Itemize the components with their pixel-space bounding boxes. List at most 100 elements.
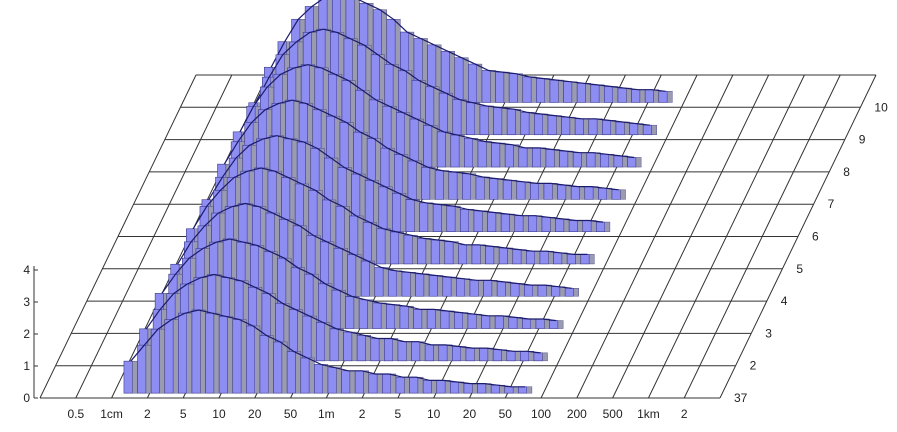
- bar-side: [425, 238, 432, 265]
- bar: [444, 241, 454, 265]
- bar-side: [326, 283, 333, 329]
- bar-side: [447, 92, 453, 135]
- bar-side: [476, 313, 482, 329]
- bar: [512, 249, 522, 265]
- bar: [477, 383, 487, 394]
- bar-side: [414, 199, 420, 232]
- bar-side: [563, 218, 570, 232]
- bar: [510, 283, 520, 297]
- bar: [518, 386, 528, 394]
- bar-side: [466, 244, 473, 265]
- bar-side: [460, 346, 467, 362]
- bar-side: [592, 186, 599, 200]
- bar-side: [408, 305, 414, 329]
- bar: [426, 309, 436, 329]
- grid-line-x: [39, 74, 197, 399]
- bar-side: [503, 71, 510, 103]
- bar-side: [495, 212, 502, 232]
- bar-side: [310, 315, 317, 362]
- bar-side: [435, 309, 441, 329]
- x-tick-label: 2: [681, 407, 688, 421]
- bar-side: [507, 247, 513, 265]
- bar: [468, 63, 478, 103]
- bar: [475, 176, 485, 200]
- bar: [508, 317, 518, 329]
- grid-line-x: [683, 74, 841, 399]
- bar-side: [515, 108, 521, 135]
- grid-line-x: [75, 74, 233, 399]
- grid-line-x: [719, 74, 877, 399]
- bar-side: [460, 99, 467, 135]
- bar-side: [487, 347, 494, 362]
- bar-side: [431, 125, 438, 168]
- bar-side: [488, 105, 494, 135]
- x-tick-label: 1cm: [100, 407, 123, 421]
- bar-side: [520, 249, 527, 265]
- bar: [300, 357, 310, 394]
- bar: [205, 312, 215, 394]
- x-tick-label: 1m: [318, 407, 335, 421]
- bar-side: [404, 376, 410, 394]
- bar-side: [254, 325, 261, 394]
- depth-tick-label: 10: [874, 100, 888, 114]
- bar: [370, 338, 380, 362]
- bar-side: [421, 309, 428, 329]
- bar: [588, 118, 598, 136]
- bar-side: [637, 123, 644, 135]
- bar-side: [322, 364, 329, 394]
- bar: [347, 254, 357, 297]
- bar-side: [390, 373, 397, 394]
- bar-side: [532, 284, 539, 297]
- bar-side: [573, 288, 579, 297]
- bar: [493, 107, 503, 136]
- bar: [492, 349, 502, 362]
- bar: [498, 247, 508, 265]
- x-tick-label: 50: [284, 407, 298, 421]
- bar-side: [588, 254, 595, 265]
- bar-side: [342, 248, 348, 297]
- bar-side: [485, 383, 492, 394]
- bar: [403, 234, 413, 265]
- bar-side: [443, 170, 449, 200]
- bar: [436, 131, 446, 168]
- bar: [372, 302, 382, 329]
- bar: [411, 341, 421, 362]
- bar-side: [472, 383, 478, 394]
- bar-side: [456, 171, 463, 200]
- bar-side: [406, 341, 412, 362]
- bar-side: [410, 272, 416, 297]
- bar: [434, 170, 444, 200]
- bar-side: [653, 89, 659, 103]
- bar: [627, 157, 637, 168]
- bar-side: [384, 228, 391, 265]
- bar: [555, 218, 565, 232]
- bar-side: [462, 57, 469, 103]
- bar-side: [583, 118, 589, 135]
- bar-side: [518, 283, 525, 297]
- bar-side: [400, 193, 407, 232]
- bar: [150, 328, 160, 394]
- bar-side: [534, 250, 541, 265]
- bar: [432, 204, 442, 232]
- bar: [494, 315, 504, 329]
- y-tick-label: 2: [23, 327, 30, 341]
- bar: [446, 205, 456, 232]
- bar-side: [604, 221, 611, 232]
- bar-side: [371, 222, 377, 265]
- depth-tick-label: 4: [781, 294, 788, 308]
- bar-side: [497, 178, 504, 200]
- series-profile: [192, 167, 588, 255]
- bar: [563, 81, 573, 103]
- x-tick-label: 2: [144, 407, 151, 421]
- bar: [582, 220, 592, 232]
- axes: 0 1 2 3 4 0.5 1cm 2 5 10 20 50 1m 2 5 10 20 50 100 200 500 1k…: [23, 100, 888, 421]
- bar: [358, 299, 368, 329]
- bar-side: [639, 89, 646, 103]
- x-tick-label: 10: [427, 407, 441, 421]
- bar: [448, 171, 458, 200]
- bar: [566, 254, 576, 265]
- bar: [561, 116, 571, 136]
- bar-side: [474, 102, 481, 135]
- bar: [463, 383, 473, 394]
- bar: [397, 341, 407, 362]
